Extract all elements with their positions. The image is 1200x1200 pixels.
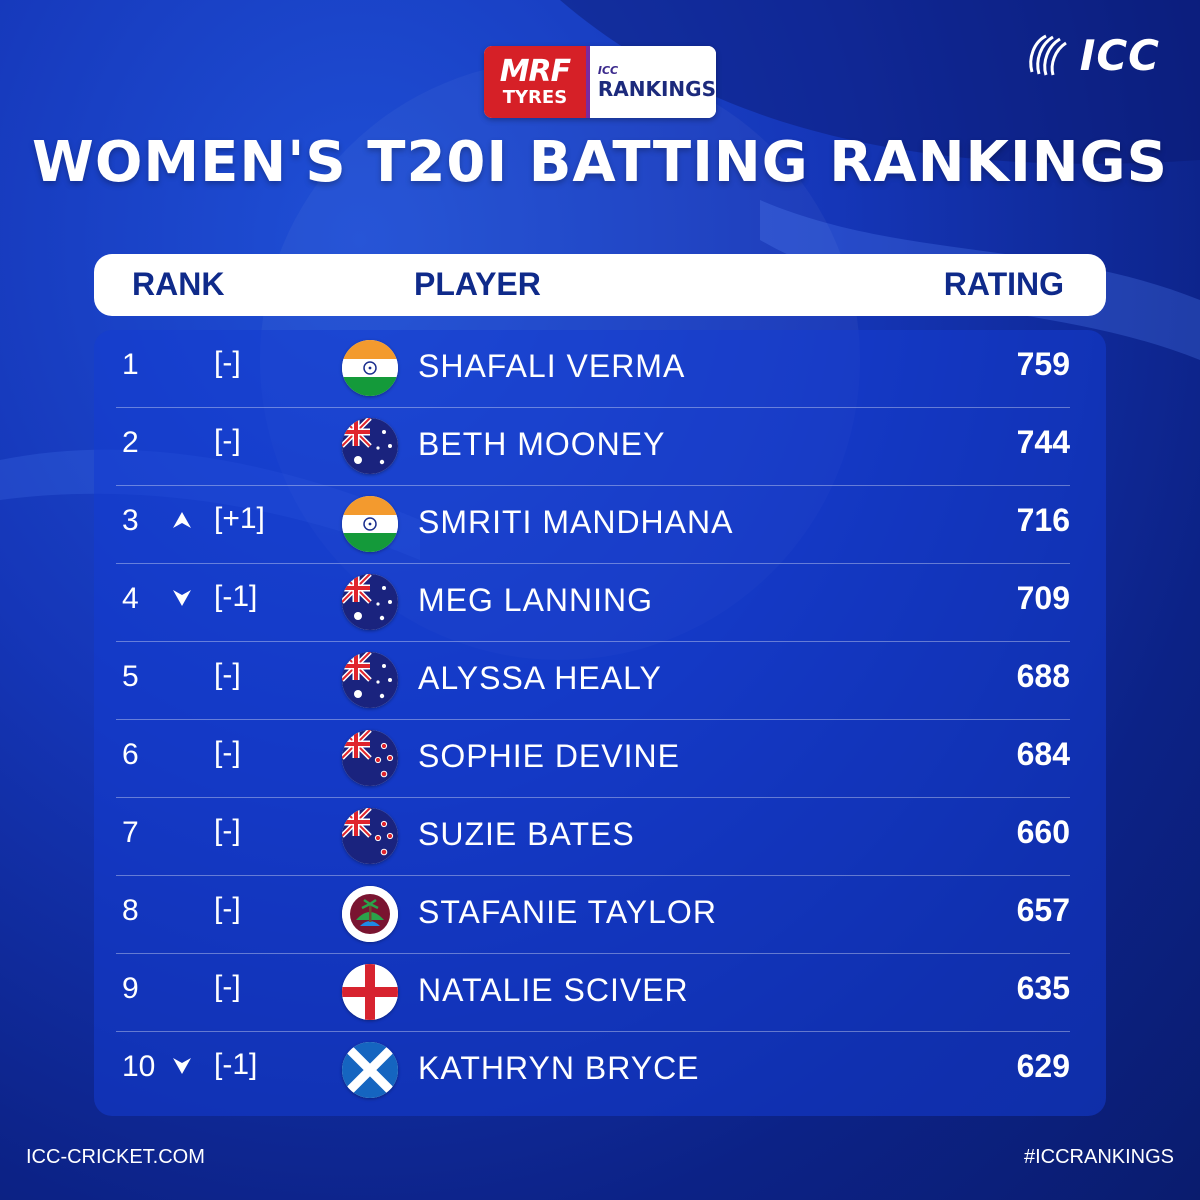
icc-logo-text: ICC bbox=[1079, 30, 1160, 80]
rank-change: [-] bbox=[214, 814, 241, 847]
rank-change: [-1] bbox=[214, 580, 258, 613]
australia-flag-icon bbox=[342, 574, 398, 630]
mrf-icc-rankings-logo: MRF TYRES ICC RANKINGS bbox=[484, 46, 716, 118]
player-name: NATALIE SCIVER bbox=[418, 972, 689, 1008]
rank-change: [-] bbox=[214, 892, 241, 925]
icc-small-text: ICC bbox=[597, 63, 619, 77]
row-divider bbox=[116, 797, 1070, 798]
player-rating: 744 bbox=[1016, 424, 1070, 460]
arrow-down-icon bbox=[173, 590, 191, 606]
scotland-flag-icon bbox=[342, 1042, 398, 1098]
ranking-row: 2 [-] BETH MOONEY 744 bbox=[94, 408, 1106, 486]
icc-ball-icon bbox=[1029, 34, 1067, 76]
website-footer: ICC-CRICKET.COM bbox=[26, 1146, 205, 1168]
rank-number: 7 bbox=[122, 816, 139, 849]
rank-change: [-] bbox=[214, 424, 241, 457]
player-name: SUZIE BATES bbox=[418, 816, 635, 852]
player-rating: 635 bbox=[1016, 970, 1070, 1006]
player-name: SHAFALI VERMA bbox=[418, 348, 686, 384]
player-name: ALYSSA HEALY bbox=[418, 660, 662, 696]
ranking-row: 9 [-] NATALIE SCIVER 635 bbox=[94, 954, 1106, 1032]
rank-number: 4 bbox=[122, 582, 139, 615]
player-rating: 716 bbox=[1016, 502, 1070, 538]
row-divider bbox=[116, 875, 1070, 876]
rank-change: [-] bbox=[214, 970, 241, 1003]
icc-logo: ICC bbox=[1024, 30, 1160, 80]
ranking-row: 3 [+1] SMRITI MANDHANA 716 bbox=[94, 486, 1106, 564]
player-name: SOPHIE DEVINE bbox=[418, 738, 680, 774]
rank-number: 10 bbox=[122, 1050, 156, 1083]
rank-number: 3 bbox=[122, 504, 139, 537]
player-name: MEG LANNING bbox=[418, 582, 654, 618]
tyres-text: TYRES bbox=[502, 87, 568, 108]
row-divider bbox=[116, 641, 1070, 642]
player-rating: 629 bbox=[1016, 1048, 1070, 1084]
player-name: SMRITI MANDHANA bbox=[418, 504, 734, 540]
row-divider bbox=[116, 1031, 1070, 1032]
rankings-text: RANKINGS bbox=[597, 76, 716, 101]
ranking-row: 7 [-] SUZIE BATES 660 bbox=[94, 798, 1106, 876]
mrf-text: MRF bbox=[499, 54, 571, 89]
hashtag-footer: #ICCRANKINGS bbox=[1023, 1146, 1174, 1168]
row-divider bbox=[116, 485, 1070, 486]
row-divider bbox=[116, 953, 1070, 954]
new-zealand-flag-icon bbox=[342, 730, 398, 786]
ranking-row: 6 [-] SOPHIE DEVINE 684 bbox=[94, 720, 1106, 798]
mrf-tyres-logo: MRF TYRES bbox=[484, 46, 586, 118]
ranking-row: 8 [-] STAFANIE TAYLOR 657 bbox=[94, 876, 1106, 954]
row-divider bbox=[116, 407, 1070, 408]
rank-number: 1 bbox=[122, 348, 139, 381]
rank-number: 5 bbox=[122, 660, 139, 693]
rank-number: 8 bbox=[122, 894, 139, 927]
india-flag-icon bbox=[342, 340, 398, 396]
arrow-up-icon bbox=[173, 512, 191, 528]
rank-change: [-1] bbox=[214, 1048, 258, 1081]
page-title: WOMEN'S T20I BATTING RANKINGS bbox=[32, 130, 1168, 195]
player-rating: 688 bbox=[1016, 658, 1070, 694]
rank-number: 6 bbox=[122, 738, 139, 771]
player-name: BETH MOONEY bbox=[418, 426, 666, 462]
player-name: STAFANIE TAYLOR bbox=[418, 894, 717, 930]
table-header: RANK PLAYER RATING bbox=[94, 254, 1106, 316]
rankings-table: 1 [-] SHAFALI VERMA 759 2 [-] BETH MOONEY 744 3[… bbox=[94, 330, 1106, 1116]
player-rating: 657 bbox=[1016, 892, 1070, 928]
ranking-row: 1 [-] SHAFALI VERMA 759 bbox=[94, 330, 1106, 408]
icc-rankings-logo: ICC RANKINGS bbox=[585, 46, 716, 118]
player-name: KATHRYN BRYCE bbox=[418, 1050, 700, 1086]
new-zealand-flag-icon bbox=[342, 808, 398, 864]
rank-column-header: RANK bbox=[132, 266, 225, 302]
player-column-header: PLAYER bbox=[414, 266, 541, 302]
player-rating: 709 bbox=[1016, 580, 1070, 616]
ranking-row: 5 [-] ALYSSA HEALY 688 bbox=[94, 642, 1106, 720]
australia-flag-icon bbox=[342, 418, 398, 474]
rating-column-header: RATING bbox=[943, 266, 1064, 302]
rank-number: 9 bbox=[122, 972, 139, 1005]
player-rating: 759 bbox=[1016, 346, 1070, 382]
row-divider bbox=[116, 563, 1070, 564]
ranking-row: 10 [-1] KATHRYN BRYCE 629 bbox=[94, 1032, 1106, 1110]
arrow-down-icon bbox=[173, 1058, 191, 1074]
england-flag-icon bbox=[342, 964, 398, 1020]
rank-number: 2 bbox=[122, 426, 139, 459]
australia-flag-icon bbox=[342, 652, 398, 708]
player-rating: 660 bbox=[1016, 814, 1070, 850]
row-divider bbox=[116, 719, 1070, 720]
ranking-row: 4 [-1] MEG LANNING 709 bbox=[94, 564, 1106, 642]
rank-change: [-] bbox=[214, 736, 241, 769]
rank-change: [-] bbox=[214, 346, 241, 379]
rank-change: [-] bbox=[214, 658, 241, 691]
west-indies-flag-icon bbox=[342, 886, 398, 942]
india-flag-icon bbox=[342, 496, 398, 552]
rank-change: [+1] bbox=[214, 502, 265, 535]
player-rating: 684 bbox=[1016, 736, 1070, 772]
